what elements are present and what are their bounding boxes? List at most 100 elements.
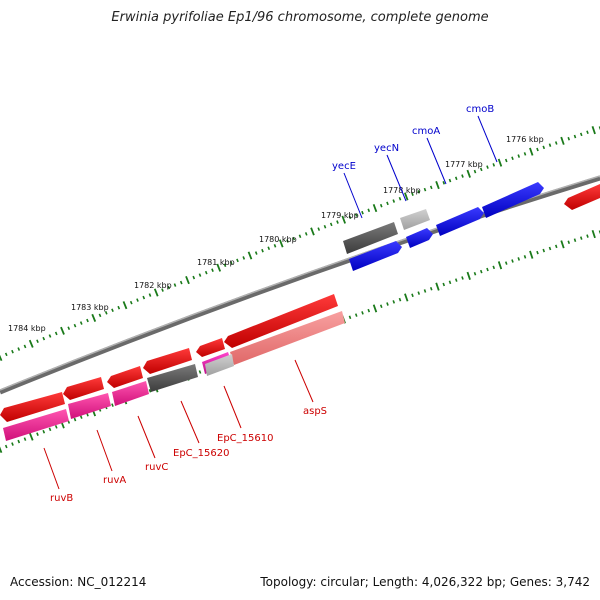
inner-tick <box>54 425 58 429</box>
outer-tick <box>542 145 546 150</box>
outer-tick <box>4 352 8 357</box>
inner-tick <box>354 313 358 317</box>
outer-tick <box>179 280 183 285</box>
cds-yecN[interactable] <box>406 228 433 248</box>
outer-tick <box>167 285 171 290</box>
outer-tick <box>404 192 409 201</box>
outer-tick <box>242 256 246 260</box>
inner-tick <box>398 297 402 302</box>
outer-tick <box>379 203 383 208</box>
outer-tick <box>573 134 577 139</box>
outer-tick <box>261 248 264 253</box>
gene-ruvC-pink[interactable] <box>112 381 149 406</box>
gene-aspS-salmon[interactable] <box>230 311 345 365</box>
inner-tick <box>542 248 546 253</box>
genome-backbone <box>0 175 600 395</box>
outer-tick-ring <box>0 126 600 362</box>
inner-tick <box>198 370 202 374</box>
leader-yecE <box>343 172 363 219</box>
inner-tick <box>417 291 421 295</box>
inner-tick <box>560 240 565 249</box>
gene-light-gray[interactable] <box>400 209 430 230</box>
outer-tick <box>591 126 596 135</box>
outer-tick <box>298 234 302 239</box>
outer-tick <box>336 220 339 224</box>
gene-EpC_15610-light[interactable] <box>205 354 234 376</box>
outer-tick <box>42 336 46 341</box>
outer-tick <box>448 178 452 183</box>
outer-tick <box>466 169 471 178</box>
tick-label-1782: 1782 kbp <box>134 281 172 290</box>
cds-right-edge-red[interactable] <box>564 184 600 210</box>
inner-tick <box>23 437 27 441</box>
outer-tick <box>536 147 539 152</box>
inner-tick <box>511 259 514 263</box>
cds-yecE[interactable] <box>349 241 402 271</box>
inner-tick <box>4 444 8 449</box>
cds-ruvB[interactable] <box>0 392 65 422</box>
outer-tick <box>361 210 364 215</box>
gene-label-cmoB: cmoB <box>466 104 494 115</box>
inner-tick <box>11 442 14 446</box>
inner-tick <box>367 308 371 313</box>
outer-tick <box>17 347 21 351</box>
inner-tick <box>429 287 433 291</box>
inner-tick <box>423 289 427 293</box>
outer-tick <box>11 349 14 354</box>
cds-aspS[interactable] <box>224 294 338 348</box>
cds-ruvA[interactable] <box>63 377 104 400</box>
outer-tick <box>479 167 483 172</box>
outer-tick <box>473 169 477 174</box>
outer-tick <box>367 208 371 213</box>
outer-tick <box>497 158 503 167</box>
leader-ruvB <box>43 447 60 490</box>
gene-ruvA-pink[interactable] <box>68 393 111 419</box>
inner-tick <box>573 238 577 242</box>
inner-tick <box>42 429 46 434</box>
inner-tick <box>404 293 409 302</box>
tick-label-1781: 1781 kbp <box>197 258 235 267</box>
inner-tick <box>392 300 396 304</box>
outer-tick <box>129 300 133 305</box>
topology-text: Topology: circular; Length: 4,026,322 bp… <box>260 575 590 589</box>
gene-EpC_15620-gray[interactable] <box>147 364 198 392</box>
forward-gene-labels <box>343 115 498 219</box>
outer-tick <box>36 339 39 344</box>
outer-tick <box>372 203 378 213</box>
outer-tick <box>23 344 27 349</box>
outer-tick <box>304 232 308 236</box>
leader-ruvC <box>137 415 156 459</box>
outer-tick <box>229 261 233 265</box>
outer-tick <box>461 174 464 178</box>
cds-cmoB[interactable] <box>482 182 544 218</box>
inner-tick <box>466 271 471 280</box>
cds-ruvC[interactable] <box>107 366 143 388</box>
outer-tick <box>417 190 421 194</box>
cds-cmoA[interactable] <box>436 207 484 236</box>
outer-tick <box>354 213 358 217</box>
inner-tick <box>567 240 571 245</box>
gene-yecE-gray[interactable] <box>343 222 398 254</box>
outer-tick <box>292 236 296 241</box>
outer-tick <box>0 354 3 362</box>
outer-tick <box>323 224 327 229</box>
outer-tick <box>317 227 321 231</box>
cds-EpC_15620[interactable] <box>143 348 192 374</box>
gene-ruvB-pink[interactable] <box>3 409 69 441</box>
inner-tick <box>473 271 477 276</box>
cds-EpC_15610[interactable] <box>196 338 225 357</box>
tick-label-1777: 1777 kbp <box>445 160 483 169</box>
outer-tick <box>173 283 177 287</box>
outer-tick <box>435 181 440 190</box>
outer-tick <box>386 201 389 206</box>
inner-tick <box>479 269 483 274</box>
gene-label-ruvA: ruvA <box>103 475 126 486</box>
outer-tick <box>161 288 164 292</box>
inner-tick <box>79 415 83 419</box>
inner-tick <box>523 255 527 259</box>
outer-tick <box>86 318 89 323</box>
outer-tick <box>211 268 214 272</box>
outer-tick <box>54 331 58 336</box>
tick-label-1779: 1779 kbp <box>321 211 359 220</box>
